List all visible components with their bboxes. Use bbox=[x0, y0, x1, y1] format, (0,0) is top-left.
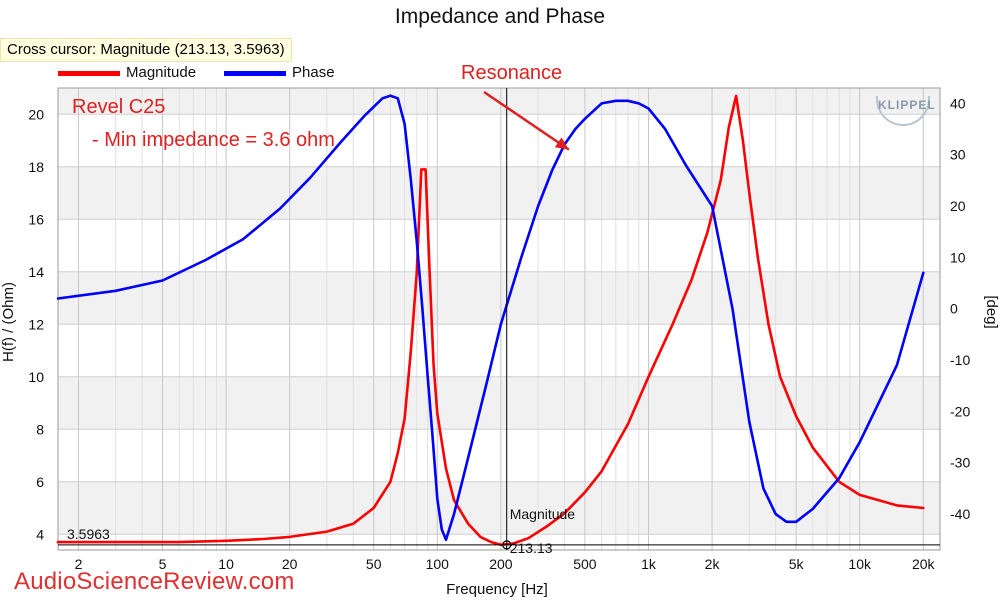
x-tick-label: 10 bbox=[218, 556, 234, 572]
x-tick-label: 100 bbox=[426, 556, 450, 572]
y2-tick-label: 30 bbox=[950, 147, 966, 163]
resonance-arrow bbox=[483, 90, 570, 151]
y-tick-label: 10 bbox=[28, 369, 44, 385]
y2-tick-label: 40 bbox=[950, 95, 966, 111]
x-tick-label: 1k bbox=[641, 556, 657, 572]
plot-frame bbox=[57, 87, 941, 551]
legend-label-magnitude: Magnitude bbox=[126, 64, 197, 81]
y2-tick-label: -40 bbox=[950, 506, 970, 522]
x-tick-label: 10k bbox=[848, 556, 872, 572]
x-axis-ticks: 2 5 10 20 50 100 200 500 1k 2k 5k 10k 20k bbox=[75, 556, 936, 572]
x-tick-label: 5 bbox=[159, 556, 167, 572]
annotation-model: Revel C25 bbox=[72, 96, 165, 118]
cursor-layer: 3.5963 Magnitude 213.13 bbox=[58, 88, 940, 556]
resonance-arrow-head bbox=[554, 137, 569, 150]
y2-tick-label: 10 bbox=[950, 249, 966, 265]
grid-band bbox=[58, 376, 940, 430]
x-tick-label: 50 bbox=[366, 556, 382, 572]
x-tick-label: 20 bbox=[282, 556, 298, 572]
annotation-min-impedance: - Min impedance = 3.6 ohm bbox=[92, 129, 335, 151]
legend-swatch-phase bbox=[224, 71, 286, 76]
legend-swatch-magnitude bbox=[58, 71, 120, 76]
y-tick-label: 16 bbox=[28, 211, 44, 227]
chart-title: Impedance and Phase bbox=[395, 5, 605, 28]
watermark: AudioScienceReview.com bbox=[14, 568, 295, 595]
y-axis-ticks: 4 6 8 10 12 14 16 18 20 bbox=[28, 106, 44, 542]
y2-tick-label: 20 bbox=[950, 198, 966, 214]
klippel-logo: KLIPPEL bbox=[878, 98, 936, 112]
x-tick-label: 20k bbox=[912, 556, 936, 572]
x-tick-label: 2 bbox=[75, 556, 83, 572]
grid-lines bbox=[58, 88, 940, 550]
plot-background bbox=[58, 88, 940, 550]
series-line-magnitude bbox=[56, 94, 925, 547]
y2-tick-label: -20 bbox=[950, 403, 970, 419]
y-tick-label: 20 bbox=[28, 106, 44, 122]
cursor-y-value: 3.5963 bbox=[67, 526, 110, 542]
grid-band bbox=[58, 481, 940, 535]
y-tick-label: 6 bbox=[36, 474, 44, 490]
x-axis-label: Frequency [Hz] bbox=[446, 581, 548, 598]
grid-band bbox=[58, 271, 940, 325]
series-layer bbox=[56, 94, 925, 547]
y2-tick-label: 0 bbox=[950, 301, 958, 317]
x-tick-label: 5k bbox=[789, 556, 805, 572]
x-tick-label: 500 bbox=[573, 556, 597, 572]
cursor-x-value: 213.13 bbox=[510, 540, 553, 556]
resonance-arrow-shaft bbox=[483, 90, 570, 151]
y-tick-label: 14 bbox=[28, 264, 44, 280]
y-tick-label: 8 bbox=[36, 421, 44, 437]
cursor-readout: Cross cursor: Magnitude (213.13, 3.5963) bbox=[0, 38, 292, 62]
annotation-resonance: Resonance bbox=[461, 62, 562, 84]
y2-tick-label: -10 bbox=[950, 352, 970, 368]
legend-label-phase: Phase bbox=[292, 64, 335, 81]
y-tick-label: 4 bbox=[36, 526, 44, 542]
y2-axis-label: [deg] bbox=[983, 295, 1000, 328]
x-tick-label: 2k bbox=[705, 556, 721, 572]
y-tick-label: 12 bbox=[28, 316, 44, 332]
y2-tick-label: -30 bbox=[950, 455, 970, 471]
y-axis-label: H(f) / (Ohm) bbox=[0, 282, 17, 362]
y2-axis-ticks: 40 30 20 10 0 -10 -20 -30 -40 bbox=[950, 95, 970, 522]
cursor-series-name: Magnitude bbox=[510, 506, 576, 522]
y-tick-label: 18 bbox=[28, 159, 44, 175]
x-tick-label: 200 bbox=[489, 556, 513, 572]
series-line-phase bbox=[56, 94, 925, 542]
grid-band bbox=[58, 166, 940, 220]
cursor-marker bbox=[502, 540, 512, 550]
